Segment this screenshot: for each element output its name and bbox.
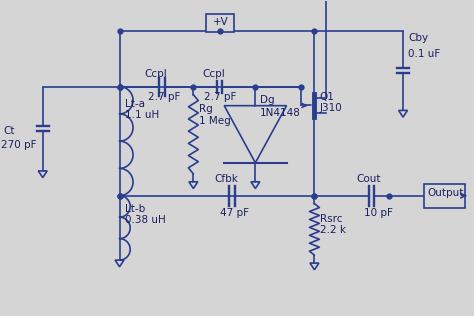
FancyBboxPatch shape xyxy=(206,14,234,32)
Text: 0.1 uF: 0.1 uF xyxy=(408,49,440,59)
Text: +V: +V xyxy=(213,17,229,27)
Text: Rsrc: Rsrc xyxy=(320,214,343,223)
Text: 2.7 pF: 2.7 pF xyxy=(204,92,237,101)
Text: 1 Meg: 1 Meg xyxy=(199,116,231,126)
Text: Ct: Ct xyxy=(3,126,15,136)
Text: 1.1 uH: 1.1 uH xyxy=(126,110,160,120)
Text: Cout: Cout xyxy=(357,174,381,184)
FancyBboxPatch shape xyxy=(424,184,465,208)
Text: Output: Output xyxy=(428,188,464,198)
Text: Ccpl: Ccpl xyxy=(202,69,225,79)
Text: Cfbk: Cfbk xyxy=(214,174,238,184)
Text: Cby: Cby xyxy=(408,33,428,43)
Text: Q1: Q1 xyxy=(319,92,334,101)
Text: Dg: Dg xyxy=(260,94,275,105)
Text: Ccpl: Ccpl xyxy=(144,69,167,79)
Text: 0.38 uH: 0.38 uH xyxy=(126,216,166,226)
Text: 2.7 pF: 2.7 pF xyxy=(148,92,181,101)
Text: Lt-a: Lt-a xyxy=(126,99,146,108)
Text: J310: J310 xyxy=(319,103,342,113)
Text: 47 pF: 47 pF xyxy=(220,208,249,217)
Text: 2.2 k: 2.2 k xyxy=(320,225,346,235)
Text: Rg: Rg xyxy=(199,105,213,114)
Text: 1N4148: 1N4148 xyxy=(260,108,301,118)
Text: Lt-b: Lt-b xyxy=(126,204,146,214)
Text: 270 pF: 270 pF xyxy=(1,140,37,150)
Text: 10 pF: 10 pF xyxy=(364,208,392,217)
